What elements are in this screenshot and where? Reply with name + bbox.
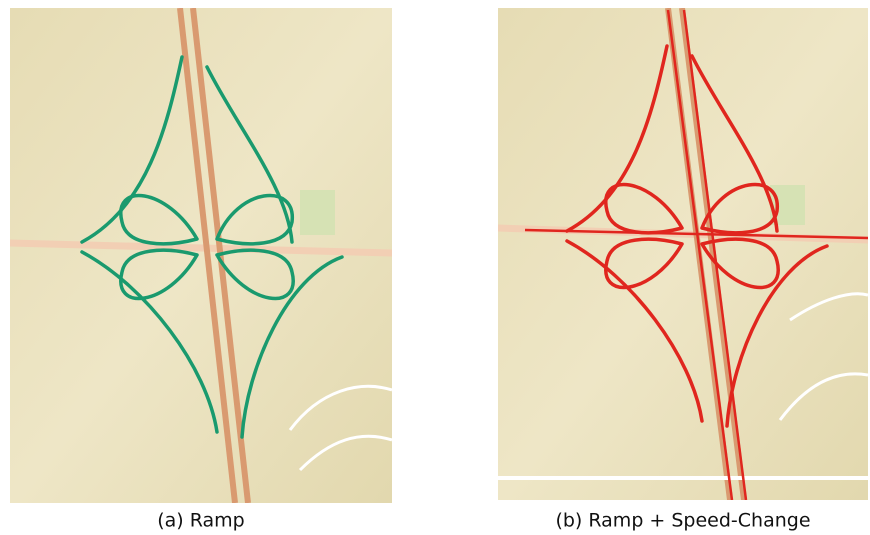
map-a: [10, 8, 392, 503]
page: (a) Ramp (b) Ramp + Speed-Change: [0, 0, 870, 535]
caption: (a) Ramp: [157, 510, 245, 532]
map-b: [498, 8, 868, 500]
caption: (b) Ramp + Speed-Change: [555, 510, 810, 532]
figure: (a) Ramp (b) Ramp + Speed-Change: [0, 0, 870, 535]
